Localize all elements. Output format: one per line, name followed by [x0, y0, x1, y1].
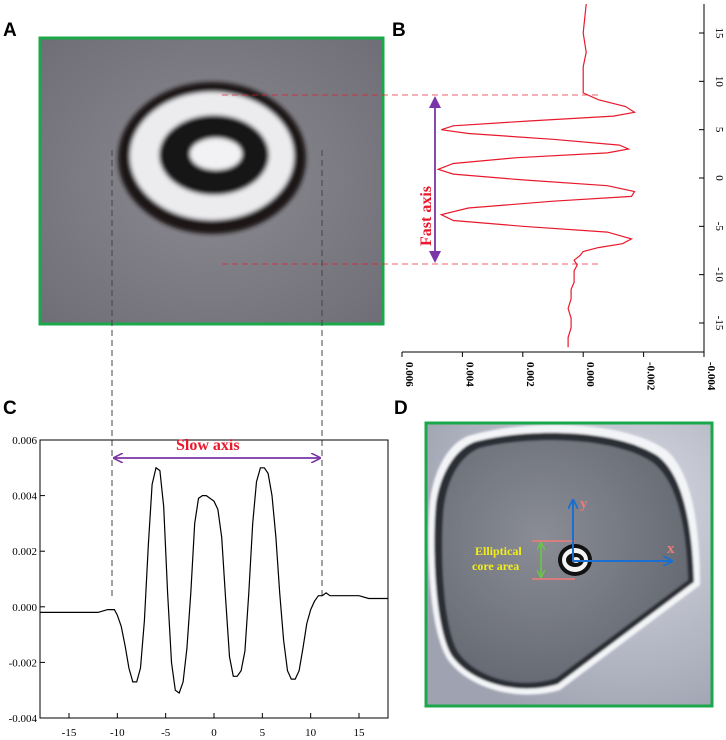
- mode-center-spot: [190, 138, 242, 170]
- panel-c-y-ticks: -0.004 -0.002 0.000 0.002 0.004 0.006: [9, 435, 45, 725]
- panel-b-chart: -15 -10 -5 0 5 10 15 -0.004 -0.002 0.000 0.002 0.0…: [401, 3, 725, 391]
- panel-c-plot-frame: [39, 439, 389, 719]
- panel-b-x-tick-label: 0.000: [584, 362, 596, 387]
- panel-c-x-ticks: -15 -10 -5 0 5 10 15: [62, 713, 365, 739]
- panel-b-x-tick-label: 0.004: [463, 362, 475, 387]
- panel-b-y-tick-label: 0: [713, 175, 725, 181]
- panel-b-y-ticks: -15 -10 -5 0 5 10 15: [699, 28, 725, 331]
- panel-label-c: C: [3, 398, 17, 419]
- panel-b-y-tick-label: -15: [713, 316, 725, 331]
- axis-x-label: x: [667, 541, 675, 557]
- panel-b-y-tick-label: 10: [713, 76, 725, 88]
- panel-b-x-tick-label: -0.004: [705, 362, 717, 391]
- panel-c-y-tick-label: -0.002: [9, 657, 37, 669]
- panel-a-mode-image: [38, 36, 385, 326]
- core-area-label-line1: Elliptical: [475, 544, 522, 558]
- panel-b-x-tick-label: -0.002: [645, 362, 657, 391]
- panel-b-x-tick-label: 0.002: [524, 362, 536, 387]
- core-area-label-line2: core area: [472, 559, 519, 573]
- fast-axis-label: Fast axis: [418, 186, 435, 246]
- slow-axis-label: Slow axis: [176, 437, 240, 454]
- panel-c-x-tick-label: -10: [110, 727, 125, 739]
- panel-b-x-tick-label: 0.006: [403, 362, 415, 387]
- panel-b-y-tick-label: -10: [713, 267, 725, 282]
- connector-lines: [111, 94, 600, 600]
- panel-c-x-tick-label: -15: [62, 727, 77, 739]
- panel-b-series-line: [436, 3, 637, 348]
- panel-c-y-tick-label: 0.006: [12, 435, 37, 447]
- panel-b-x-ticks: -0.004 -0.002 0.000 0.002 0.004 0.006: [401, 352, 717, 391]
- panel-label-d: D: [394, 398, 408, 419]
- panel-c-x-tick-label: 15: [354, 727, 366, 739]
- panel-c-x-tick-label: -5: [161, 727, 171, 739]
- panel-c-x-tick-label: 10: [305, 727, 317, 739]
- panel-d-fiber-image: x y Elliptical core area: [424, 421, 714, 708]
- panel-b-y-tick-label: -5: [713, 222, 725, 232]
- panel-c-x-tick-label: 0: [211, 727, 217, 739]
- panel-a-frame: [38, 36, 385, 326]
- panel-c-y-tick-label: -0.004: [9, 713, 38, 725]
- axis-y-label: y: [580, 496, 588, 512]
- panel-c-y-tick-label: 0.002: [12, 546, 37, 558]
- panel-label-a: A: [3, 20, 17, 41]
- panel-b-y-tick-label: 15: [713, 28, 725, 40]
- panel-c-y-tick-label: 0.000: [12, 602, 37, 614]
- panel-label-b: B: [392, 20, 406, 41]
- panel-c-x-tick-label: 5: [260, 727, 266, 739]
- panel-c-series-line: [40, 466, 388, 694]
- panel-c-y-tick-label: 0.004: [12, 491, 37, 503]
- panel-d-frame: [424, 421, 714, 708]
- fast-axis-annotation: Fast axis: [418, 96, 441, 263]
- panel-b-y-tick-label: 5: [713, 127, 725, 133]
